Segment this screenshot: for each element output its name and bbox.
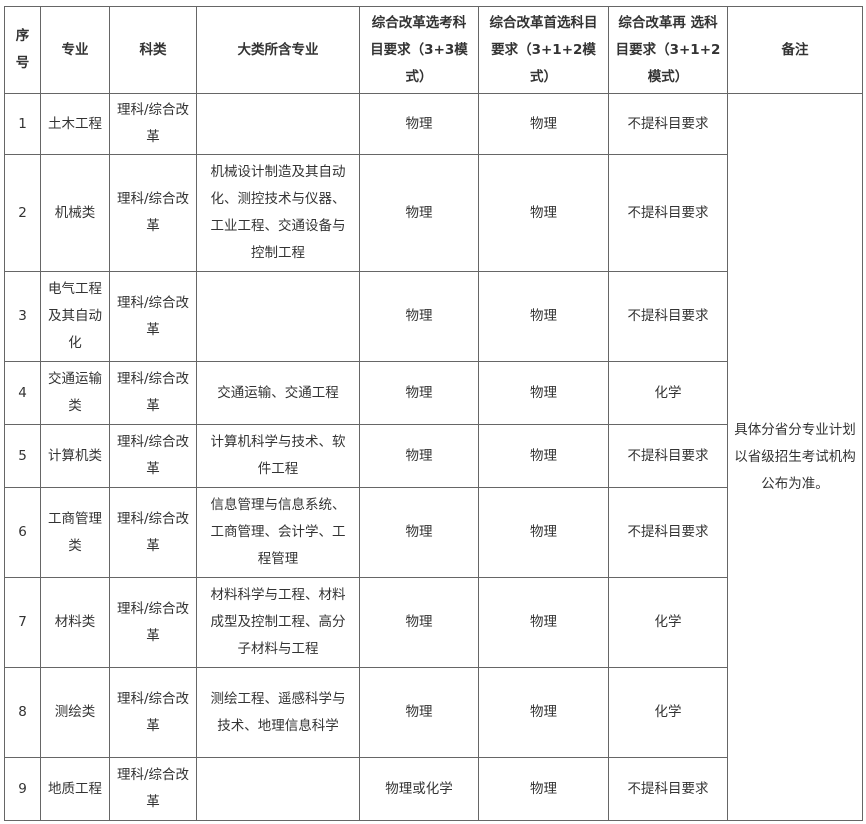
category-cell: 理科/综合改革 [109,757,197,821]
major-cell: 电气工程及其自动化 [40,271,110,362]
first-choice-cell: 物理 [478,577,609,668]
includes-cell: 交通运输、交通工程 [196,361,360,425]
category-cell: 理科/综合改革 [109,361,197,425]
first-choice-cell: 物理 [478,93,609,155]
major-cell: 工商管理类 [40,487,110,578]
table-row: 5 计算机类 理科/综合改革 计算机科学与技术、软件工程 物理 物理 不提科目要求 [4,424,863,488]
includes-cell [196,271,360,362]
first-choice-cell: 物理 [478,487,609,578]
category-cell: 理科/综合改革 [109,93,197,155]
first-choice-cell: 物理 [478,271,609,362]
req-33-cell: 物理 [359,487,479,578]
row-number: 8 [4,667,41,758]
header-req-33: 综合改革选考科目要求（3+3模式） [359,6,479,94]
includes-cell: 机械设计制造及其自动化、测控技术与仪器、工业工程、交通设备与控制工程 [196,154,360,272]
row-number: 3 [4,271,41,362]
note-cell: 具体分省分专业计划以省级招生考试机构公布为准。 [727,93,863,821]
req-33-cell: 物理 [359,424,479,488]
req-33-cell: 物理或化学 [359,757,479,821]
header-includes: 大类所含专业 [196,6,360,94]
second-choice-cell: 不提科目要求 [608,757,728,821]
includes-cell: 材料科学与工程、材料成型及控制工程、高分子材料与工程 [196,577,360,668]
includes-cell: 信息管理与信息系统、工商管理、会计学、工程管理 [196,487,360,578]
category-cell: 理科/综合改革 [109,577,197,668]
includes-cell [196,93,360,155]
first-choice-cell: 物理 [478,667,609,758]
major-cell: 土木工程 [40,93,110,155]
second-choice-cell: 不提科目要求 [608,93,728,155]
second-choice-cell: 不提科目要求 [608,424,728,488]
second-choice-cell: 化学 [608,361,728,425]
category-cell: 理科/综合改革 [109,424,197,488]
header-category: 科类 [109,6,197,94]
major-cell: 材料类 [40,577,110,668]
req-33-cell: 物理 [359,577,479,668]
second-choice-cell: 不提科目要求 [608,154,728,272]
row-number: 9 [4,757,41,821]
major-cell: 测绘类 [40,667,110,758]
req-33-cell: 物理 [359,271,479,362]
row-number: 4 [4,361,41,425]
req-33-cell: 物理 [359,93,479,155]
row-number: 1 [4,93,41,155]
category-cell: 理科/综合改革 [109,154,197,272]
req-33-cell: 物理 [359,667,479,758]
category-cell: 理科/综合改革 [109,487,197,578]
includes-cell: 测绘工程、遥感科学与技术、地理信息科学 [196,667,360,758]
table-row: 1 土木工程 理科/综合改革 物理 物理 不提科目要求 具体分省分专业计划以省级招生考试机构… [4,93,863,821]
first-choice-cell: 物理 [478,154,609,272]
req-33-cell: 物理 [359,361,479,425]
row-number: 7 [4,577,41,668]
first-choice-cell: 物理 [478,757,609,821]
req-33-cell: 物理 [359,154,479,272]
table-row: 6 工商管理类 理科/综合改革 信息管理与信息系统、工商管理、会计学、工程管理 物理 物理… [4,487,863,578]
header-first-choice: 综合改革首选科目要求（3+1+2模式） [478,6,609,94]
table-row: 9 地质工程 理科/综合改革 物理或化学 物理 不提科目要求 [4,757,863,821]
major-cell: 地质工程 [40,757,110,821]
category-cell: 理科/综合改革 [109,667,197,758]
major-requirements-table: 序号 专业 科类 大类所含专业 综合改革选考科目要求（3+3模式） 综合改革首选… [4,6,863,821]
row-number: 6 [4,487,41,578]
includes-cell: 计算机科学与技术、软件工程 [196,424,360,488]
header-second-choice: 综合改革再 选科目要求（3+1+2模式） [608,6,728,94]
table-row: 2 机械类 理科/综合改革 机械设计制造及其自动化、测控技术与仪器、工业工程、交通设备… [4,154,863,272]
table-row: 3 电气工程及其自动化 理科/综合改革 物理 物理 不提科目要求 [4,271,863,362]
header-no: 序号 [4,6,41,94]
row-number: 2 [4,154,41,272]
major-cell: 计算机类 [40,424,110,488]
major-cell: 机械类 [40,154,110,272]
second-choice-cell: 不提科目要求 [608,271,728,362]
first-choice-cell: 物理 [478,361,609,425]
table-row: 4 交通运输类 理科/综合改革 交通运输、交通工程 物理 物理 化学 [4,361,863,425]
header-row: 序号 专业 科类 大类所含专业 综合改革选考科目要求（3+3模式） 综合改革首选… [4,6,863,94]
second-choice-cell: 化学 [608,577,728,668]
row-number: 5 [4,424,41,488]
header-note: 备注 [727,6,863,94]
major-cell: 交通运输类 [40,361,110,425]
second-choice-cell: 不提科目要求 [608,487,728,578]
category-cell: 理科/综合改革 [109,271,197,362]
second-choice-cell: 化学 [608,667,728,758]
header-major: 专业 [40,6,110,94]
includes-cell [196,757,360,821]
first-choice-cell: 物理 [478,424,609,488]
table-row: 8 测绘类 理科/综合改革 测绘工程、遥感科学与技术、地理信息科学 物理 物理 化学 [4,667,863,758]
